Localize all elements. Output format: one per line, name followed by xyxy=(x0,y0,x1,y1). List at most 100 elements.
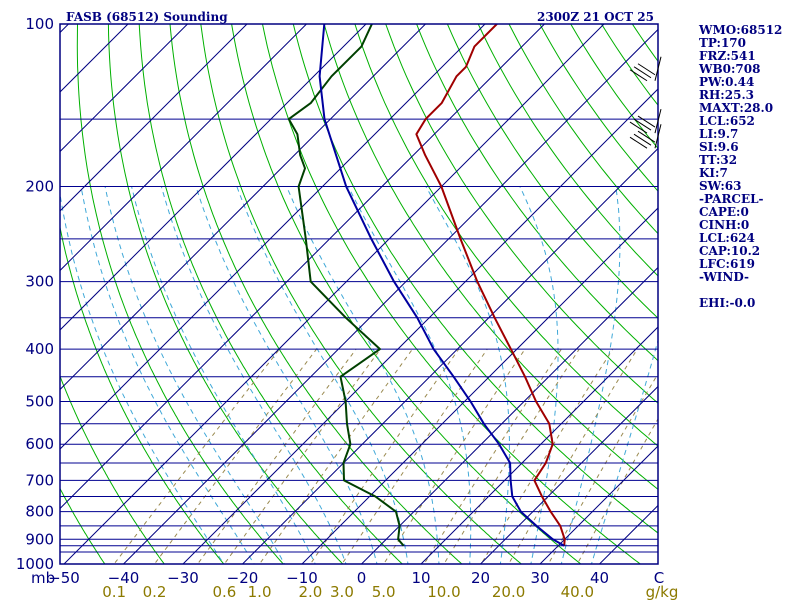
sounding-index: -WIND- xyxy=(699,270,749,284)
dewpoint-profile xyxy=(287,24,405,547)
dry-adiabat xyxy=(138,24,404,564)
isotherm xyxy=(63,24,605,564)
isotherm xyxy=(60,24,546,510)
sounding-index: TP:170 xyxy=(699,36,747,50)
wind-barb-flag xyxy=(629,136,648,149)
isotherm xyxy=(60,24,367,331)
wind-barb-flag xyxy=(629,121,648,134)
sounding-indices-panel: WMO:68512 TP:170 FRZ:541 WB0:708 PW:0.44 RH:2… xyxy=(699,24,799,310)
mixing-ratio-tick-label: 1.0 xyxy=(248,583,272,600)
wind-barb-staff xyxy=(654,56,662,81)
mixing-ratio-line xyxy=(383,348,526,564)
mixing-ratio-tick-label: 0.2 xyxy=(143,583,167,600)
sounding-index: PW:0.44 xyxy=(699,75,755,89)
isotherm xyxy=(60,24,248,212)
dry-adiabat xyxy=(446,24,658,319)
wind-barb-flag xyxy=(637,63,656,76)
isotherm xyxy=(479,385,658,564)
sounding-index: KI:7 xyxy=(699,166,728,180)
pressure-tick-label: 400 xyxy=(25,340,54,358)
pressure-tick-label: 1000 xyxy=(16,555,54,573)
sounding-profiles xyxy=(287,24,566,547)
moist-adiabat xyxy=(104,186,286,564)
moist-adiabat xyxy=(60,190,225,564)
dry-adiabat xyxy=(416,24,658,362)
dry-adiabat xyxy=(200,24,523,564)
sounding-index: -PARCEL- xyxy=(699,192,764,206)
temperature-profile xyxy=(415,24,566,546)
sounding-index: WB0:708 xyxy=(699,62,761,76)
wind-barb-flag xyxy=(637,115,656,128)
sounding-index: TT:32 xyxy=(699,153,738,167)
sounding-index: RH:25.3 xyxy=(699,88,754,102)
mixing-ratio-unit-label: g/kg xyxy=(646,583,679,600)
wind-barb-flag xyxy=(637,130,656,143)
chart-timestamp: 2300Z 21 OCT 25 xyxy=(537,10,654,24)
sounding-index: LFC:619 xyxy=(699,257,755,271)
temperature-tick-label: 10 xyxy=(411,569,430,587)
sounding-index: CINH:0 xyxy=(699,218,750,232)
pressure-unit-label: mb xyxy=(31,569,55,587)
wind-barb-staff xyxy=(654,124,662,149)
sounding-index: LCL:624 xyxy=(699,231,755,245)
mixing-ratio-line xyxy=(113,348,280,564)
mixing-ratio-tick-label: 0.1 xyxy=(102,583,126,600)
mixing-ratio-tick-label: 10.0 xyxy=(427,583,460,600)
dry-adiabat xyxy=(385,24,658,404)
sounding-index: EHI:-0.0 xyxy=(699,296,756,310)
wind-barb-flag xyxy=(629,69,648,82)
temperature-tick-label: 0 xyxy=(357,569,367,587)
dry-adiabat xyxy=(354,24,658,447)
mixing-ratio-line xyxy=(223,348,381,564)
pressure-tick-label: 100 xyxy=(25,15,54,33)
moist-adiabat xyxy=(286,186,440,564)
mixing-ratio-line xyxy=(423,348,562,564)
wind-barb-flag xyxy=(633,66,652,79)
sounding-index: SI:9.6 xyxy=(699,140,739,154)
isotherm xyxy=(301,207,658,564)
temperature-tick-label: 30 xyxy=(530,569,549,587)
temperature-tick-label: −10 xyxy=(286,569,318,587)
sounding-index: LI:9.7 xyxy=(699,127,739,141)
moist-adiabat xyxy=(347,186,472,564)
temperature-tick-label: 40 xyxy=(590,569,609,587)
dry-adiabat xyxy=(231,24,582,564)
pressure-tick-label: 900 xyxy=(25,530,54,548)
mixing-ratio-tick-label: 2.0 xyxy=(299,583,323,600)
temperature-unit-label: C xyxy=(654,569,664,587)
pressure-tick-label: 300 xyxy=(25,273,54,291)
isotherm xyxy=(60,24,189,153)
thermodynamic-grid xyxy=(60,24,658,564)
sounding-index: FRZ:541 xyxy=(699,49,756,63)
mixing-ratio-line xyxy=(576,417,658,564)
dry-adiabat xyxy=(60,487,106,564)
mixing-ratio-line xyxy=(443,348,580,564)
temperature-tick-label: −30 xyxy=(167,569,199,587)
parcel-path xyxy=(318,24,565,547)
dry-adiabat xyxy=(477,24,658,277)
isotherm xyxy=(241,147,658,564)
pressure-tick-label: 600 xyxy=(25,435,54,453)
plot-border xyxy=(59,23,659,565)
wind-barb-staff xyxy=(654,108,662,134)
mixing-ratio-tick-label: 5.0 xyxy=(372,583,396,600)
dry-adiabat xyxy=(76,24,284,564)
sounding-index: CAP:10.2 xyxy=(699,244,761,258)
dry-adiabat xyxy=(107,24,344,564)
isotherm xyxy=(360,266,658,564)
isotherm xyxy=(182,88,658,564)
isotherm xyxy=(60,24,308,272)
mixing-ratio-tick-label: 40.0 xyxy=(561,583,594,600)
pressure-tick-label: 800 xyxy=(25,503,54,521)
wind-barbs xyxy=(629,56,662,149)
sounding-index: SW:63 xyxy=(699,179,742,193)
mixing-ratio-tick-label: 0.6 xyxy=(212,583,236,600)
isotherm xyxy=(60,24,427,391)
chart-title: FASB (68512) Sounding xyxy=(66,10,228,24)
pressure-tick-label: 200 xyxy=(25,178,54,196)
temperature-tick-label: −40 xyxy=(108,569,140,587)
pressure-tick-label: 500 xyxy=(25,392,54,410)
isotherm xyxy=(122,28,658,564)
isotherm xyxy=(539,445,658,564)
